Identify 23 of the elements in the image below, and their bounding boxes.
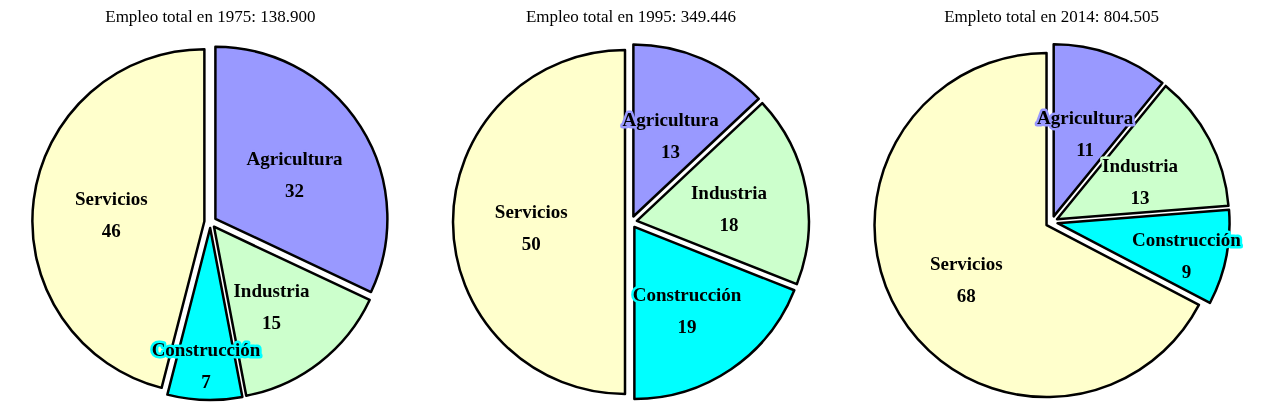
slice-label: Industria [233, 279, 310, 301]
slice-label: Industria [1102, 154, 1179, 176]
data-label: 19 [677, 315, 697, 337]
chart-title: Empleto total en 2014: 804.505 [944, 7, 1160, 26]
slice-label: Servicios [74, 188, 148, 210]
slice-label: Agricultura [246, 147, 344, 169]
slice-label: Construcción [151, 338, 261, 360]
slice-label: Industria [690, 182, 768, 204]
data-label: 9 [1181, 260, 1192, 282]
data-label: 13 [661, 141, 681, 163]
chart-title: Empleo total en 1995: 349.446 [525, 7, 737, 26]
data-label: 7 [201, 370, 212, 392]
data-label: 18 [719, 214, 739, 236]
slice-label: Servicios [494, 201, 568, 222]
data-label: 13 [1130, 186, 1150, 208]
data-label: 50 [521, 233, 541, 254]
data-label: 15 [261, 311, 281, 333]
chart-title: Empleo total en 1975: 138.900 [105, 7, 316, 26]
data-label: 68 [956, 284, 976, 306]
data-label: 46 [101, 220, 121, 242]
data-label: 32 [285, 179, 305, 201]
data-label: 11 [1076, 139, 1095, 161]
slice-label: Servicios [929, 252, 1003, 274]
